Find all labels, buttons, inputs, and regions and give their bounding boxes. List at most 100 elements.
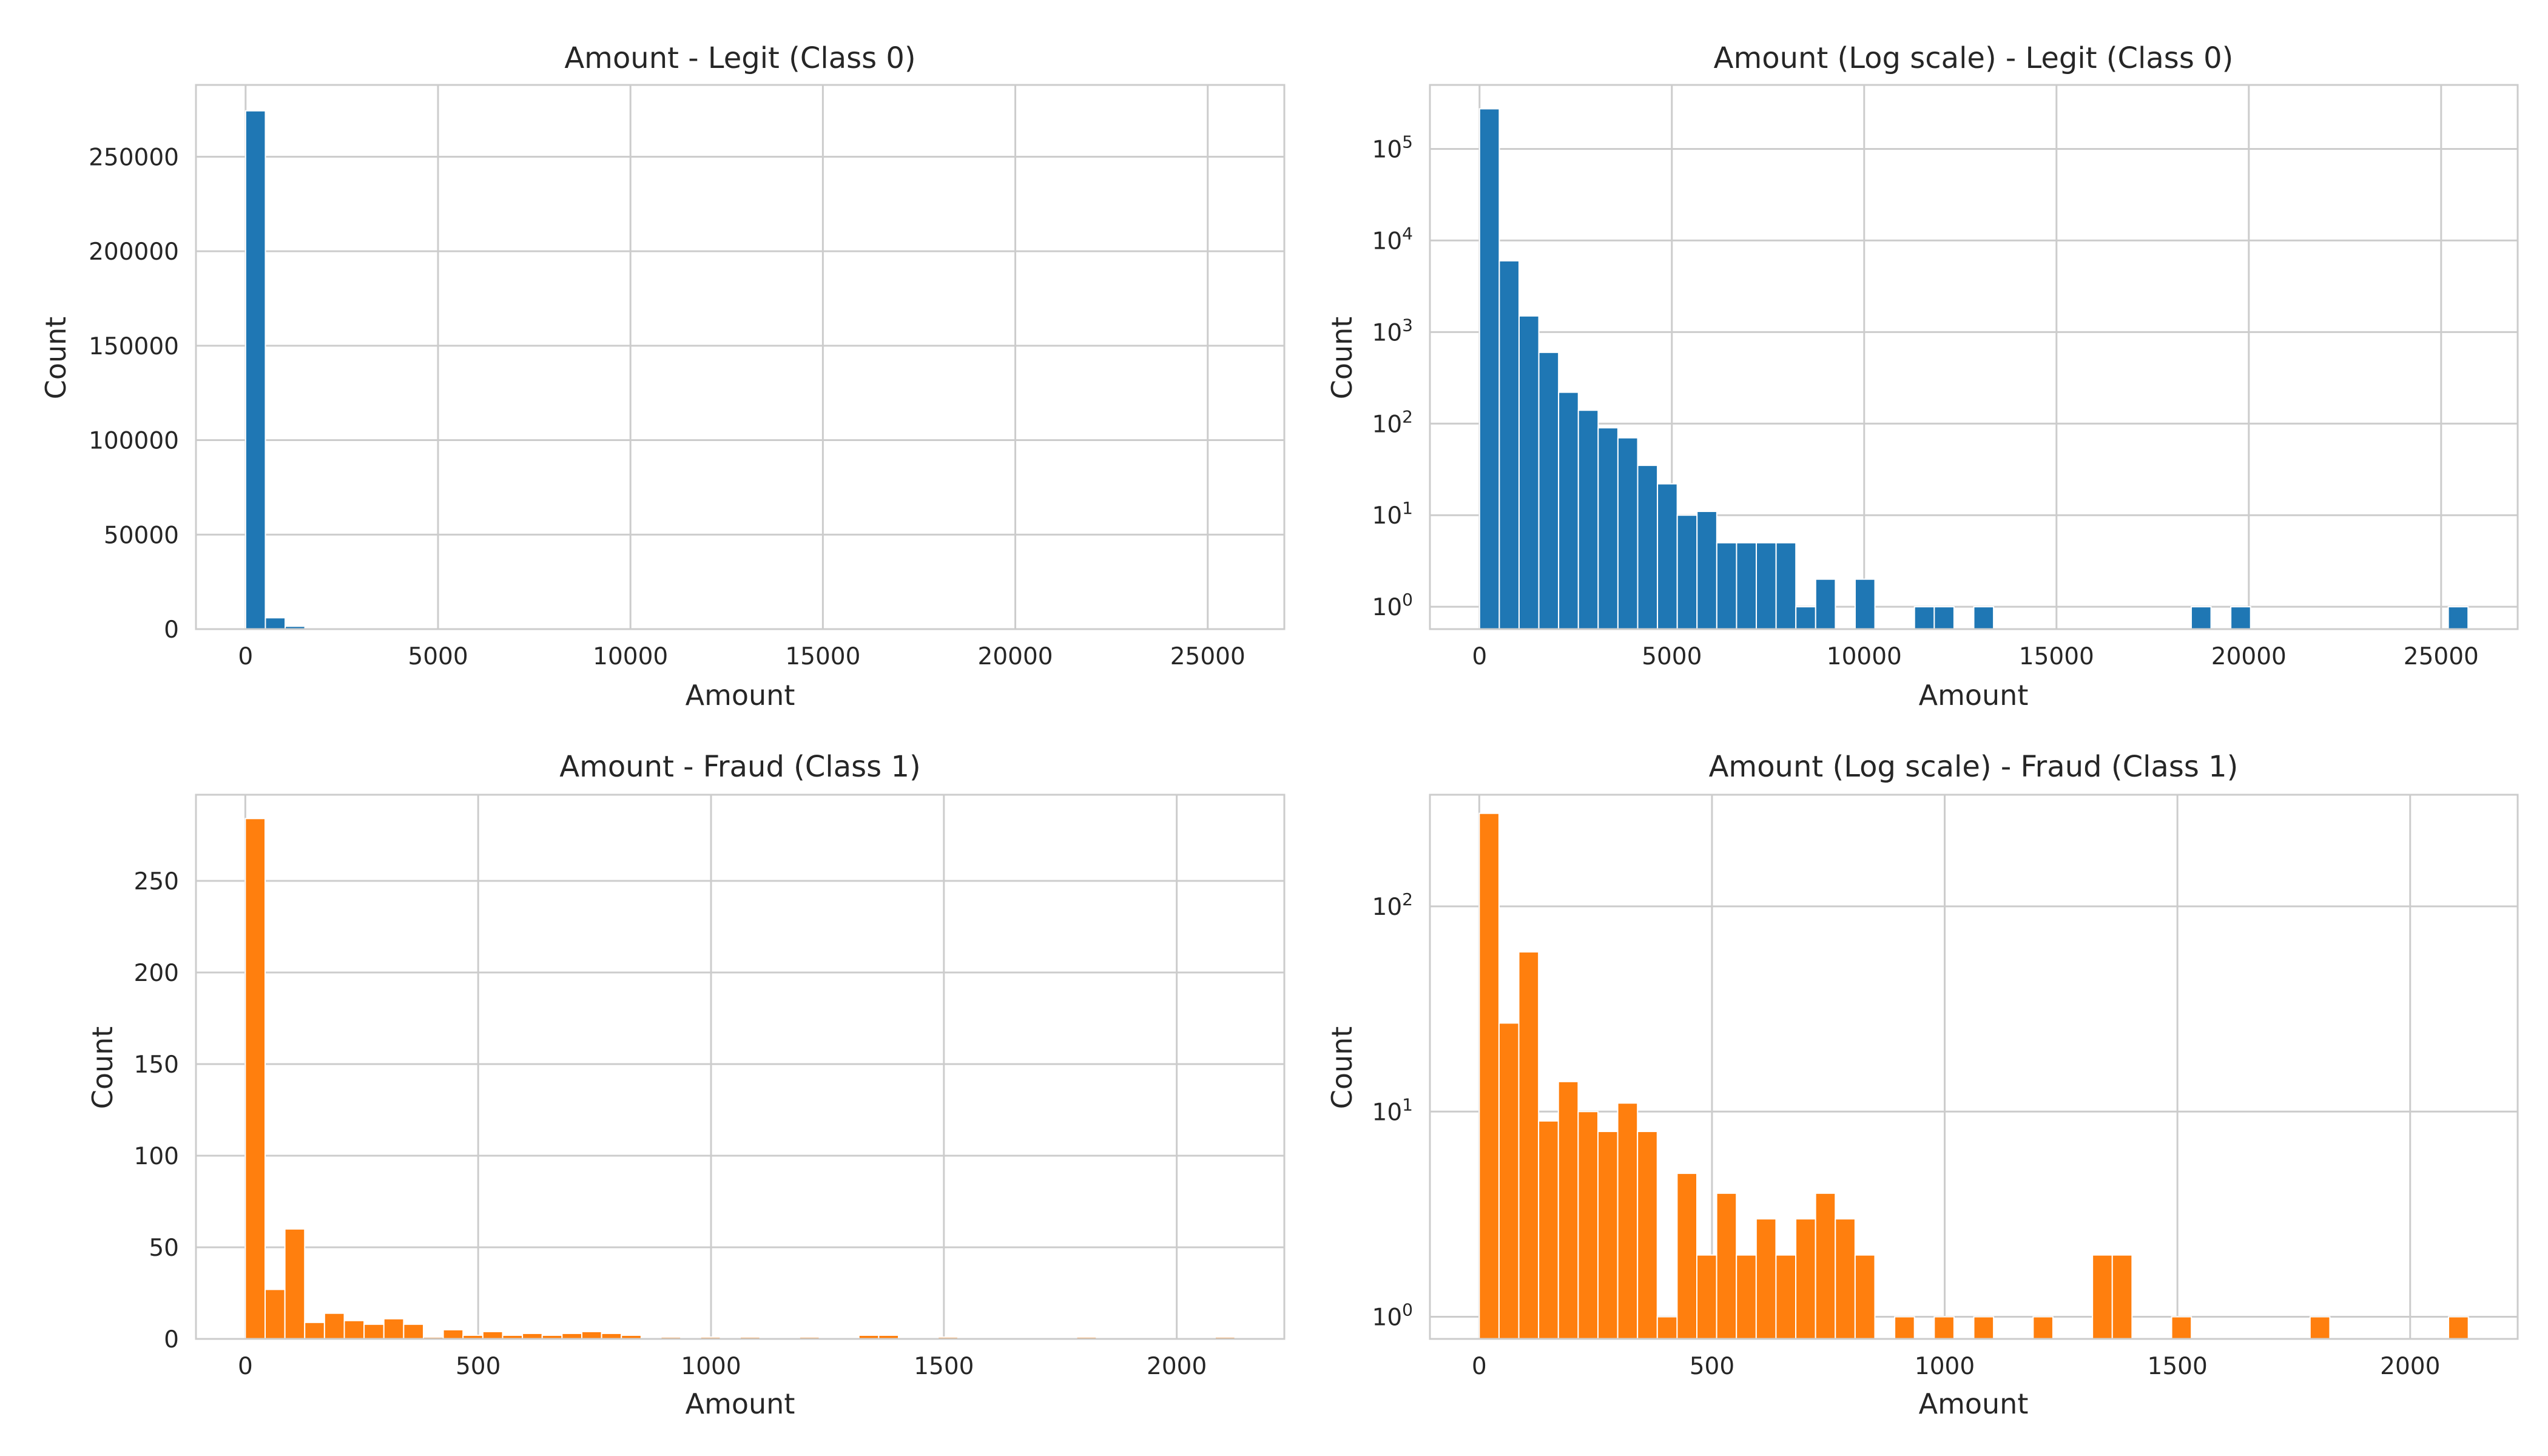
histogram-bar bbox=[2171, 1316, 2192, 1340]
histogram-bar bbox=[1716, 542, 1737, 630]
gridlines bbox=[196, 85, 1284, 630]
histogram-bar bbox=[1656, 1316, 1678, 1340]
histogram-bar bbox=[581, 1330, 602, 1340]
histogram-bar bbox=[1835, 1218, 1856, 1340]
histogram-bar bbox=[1913, 606, 1935, 630]
histogram-bar bbox=[1795, 1218, 1816, 1340]
y-tick-label: 103 bbox=[1372, 315, 1413, 346]
x-tick-label: 1000 bbox=[1915, 1353, 1975, 1380]
histogram-bar bbox=[1478, 812, 1500, 1340]
x-tick-label: 5000 bbox=[1642, 643, 1702, 670]
y-tick-label: 105 bbox=[1372, 132, 1413, 163]
x-tick-label: 2000 bbox=[2380, 1353, 2440, 1380]
histogram-bar bbox=[1775, 1254, 1797, 1340]
histogram-bar bbox=[1637, 1131, 1658, 1340]
y-tick-label: 100000 bbox=[89, 428, 179, 455]
y-axis-label: Count bbox=[39, 317, 72, 400]
histogram-bar bbox=[343, 1320, 365, 1340]
histogram-bar bbox=[1854, 578, 1876, 630]
x-tick-label: 5000 bbox=[408, 643, 468, 670]
histogram-bar bbox=[1518, 951, 1540, 1340]
histogram-bar bbox=[1973, 1316, 1995, 1340]
histogram-bar bbox=[1557, 1080, 1579, 1340]
chart-title: Amount - Fraud (Class 1) bbox=[559, 750, 920, 784]
histogram-bar bbox=[1597, 427, 1619, 630]
histogram-bar bbox=[1577, 410, 1599, 630]
x-tick-label: 0 bbox=[238, 1353, 253, 1380]
histogram-bar bbox=[1736, 1254, 1757, 1340]
histogram-bar bbox=[1676, 1173, 1698, 1340]
bars bbox=[1478, 812, 2469, 1340]
plot-frame bbox=[195, 84, 1286, 630]
histogram-bar bbox=[1617, 1102, 1639, 1340]
histogram-bar bbox=[244, 818, 266, 1340]
y-tick-label: 0 bbox=[164, 616, 179, 644]
histogram-bar bbox=[2448, 1316, 2469, 1340]
histogram-bar bbox=[265, 617, 286, 630]
x-tick-label: 20000 bbox=[2211, 643, 2287, 670]
x-tick-label: 25000 bbox=[1170, 643, 1245, 670]
histogram-bar bbox=[1854, 1254, 1876, 1340]
chart-title: Amount (Log scale) - Legit (Class 0) bbox=[1714, 41, 2234, 75]
x-tick-label: 15000 bbox=[2019, 643, 2094, 670]
y-tick-label: 150 bbox=[134, 1051, 179, 1079]
histogram-bar bbox=[482, 1330, 504, 1340]
chart-title: Amount (Log scale) - Fraud (Class 1) bbox=[1709, 750, 2239, 784]
y-tick-label: 250 bbox=[134, 868, 179, 895]
histogram-bar bbox=[1478, 108, 1500, 630]
y-tick-label: 100 bbox=[134, 1143, 179, 1170]
histogram-bar bbox=[403, 1323, 424, 1340]
chart-title: Amount - Legit (Class 0) bbox=[564, 41, 915, 75]
y-tick-label: 200000 bbox=[89, 238, 179, 266]
histogram-bar bbox=[2092, 1254, 2113, 1340]
histogram-bar bbox=[1815, 578, 1836, 630]
bars bbox=[244, 110, 1236, 630]
histogram-bar bbox=[1518, 315, 1540, 630]
histogram-bar bbox=[1795, 606, 1816, 630]
y-axis-label: Count bbox=[86, 1026, 119, 1110]
histogram-bar bbox=[1973, 606, 1995, 630]
y-tick-label: 102 bbox=[1372, 406, 1413, 438]
histogram-bar bbox=[2447, 606, 2469, 630]
histogram-bar bbox=[1617, 437, 1639, 630]
y-tick-label: 50 bbox=[149, 1235, 179, 1262]
x-axis-label: Amount bbox=[1919, 679, 2029, 712]
histogram-bar bbox=[1696, 1254, 1717, 1340]
x-axis-label: Amount bbox=[1919, 1387, 2029, 1420]
histogram-bar bbox=[1676, 514, 1698, 630]
x-tick-label: 2000 bbox=[1147, 1353, 1207, 1380]
x-tick-label: 15000 bbox=[785, 643, 860, 670]
histogram-bar bbox=[2032, 1316, 2054, 1340]
y-tick-label: 100 bbox=[1372, 1300, 1413, 1332]
y-tick-label: 150000 bbox=[89, 333, 179, 360]
x-tick-label: 25000 bbox=[2404, 643, 2479, 670]
histogram-bar bbox=[2111, 1254, 2133, 1340]
histogram-bar bbox=[1815, 1192, 1836, 1340]
histogram-bar bbox=[1894, 1316, 1915, 1340]
histogram-bar bbox=[244, 110, 266, 630]
chart-fraud-log: Amount (Log scale) - Fraud (Class 1) Amo… bbox=[1326, 750, 2519, 1420]
histogram-bar bbox=[2190, 606, 2212, 630]
histogram-bar bbox=[1716, 1192, 1737, 1340]
plot-frame bbox=[195, 794, 1286, 1340]
histogram-bar bbox=[1736, 542, 1758, 630]
y-axis-label: Count bbox=[1326, 317, 1358, 400]
x-axis-label: Amount bbox=[686, 1387, 795, 1420]
histogram-bar bbox=[1756, 542, 1777, 630]
chart-fraud-linear: Amount - Fraud (Class 1) Amount Count 0 5… bbox=[86, 750, 1286, 1420]
histogram-bar bbox=[264, 1289, 286, 1340]
x-tick-label: 1000 bbox=[681, 1353, 741, 1380]
plot-frame bbox=[1429, 794, 2519, 1340]
y-tick-label: 250000 bbox=[89, 144, 179, 171]
x-tick-label: 0 bbox=[1472, 643, 1487, 670]
histogram-bar bbox=[1577, 1111, 1599, 1340]
histogram-bar bbox=[2309, 1316, 2331, 1340]
x-tick-label: 500 bbox=[456, 1353, 500, 1380]
histogram-bar bbox=[1498, 1022, 1520, 1340]
x-tick-label: 1500 bbox=[2148, 1353, 2208, 1380]
histogram-bar bbox=[323, 1312, 345, 1340]
chart-legit-linear: Amount - Legit (Class 0) Amount Count 0 5… bbox=[39, 41, 1286, 712]
x-tick-label: 500 bbox=[1690, 1353, 1734, 1380]
